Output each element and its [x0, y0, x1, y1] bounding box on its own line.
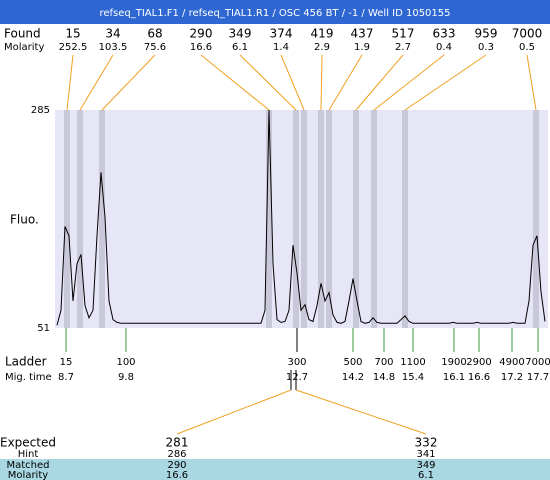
matched-label: Matched	[6, 460, 49, 471]
ladder-size: 100	[116, 357, 135, 368]
found-molarity-label: Molarity	[4, 42, 44, 53]
peak-leader	[79, 54, 114, 111]
found-size: 437	[351, 27, 374, 41]
found-molarity: 1.4	[273, 42, 289, 53]
found-molarity: 75.6	[144, 42, 166, 53]
found-molarity: 2.9	[314, 42, 330, 53]
mig-time: 16.6	[468, 372, 490, 383]
expected-size: 332	[415, 436, 438, 450]
peak-band	[353, 110, 359, 328]
found-size: 290	[190, 27, 213, 41]
found-size: 34	[105, 27, 120, 41]
mig-time: 16.1	[443, 372, 465, 383]
expected-connector	[176, 389, 292, 435]
found-molarity: 1.9	[354, 42, 370, 53]
expected-size: 281	[166, 436, 189, 450]
peak-leader	[280, 54, 305, 111]
expected-label: Expected	[0, 436, 56, 450]
peak-band	[326, 110, 332, 328]
found-size: 374	[270, 27, 293, 41]
peak-band	[99, 110, 105, 328]
mig-time: 17.7	[527, 372, 549, 383]
found-label: Found	[4, 27, 41, 41]
y-tick-label: 285	[31, 105, 50, 116]
y-axis-label: Fluo.	[10, 213, 39, 227]
ladder-size: 1900	[441, 357, 466, 368]
ladder-label: Ladder	[5, 355, 47, 369]
ladder-size: 1100	[400, 357, 425, 368]
ladder-size: 7000	[525, 357, 550, 368]
peak-leader	[373, 54, 445, 111]
peak-leader	[320, 54, 323, 111]
found-molarity: 0.4	[436, 42, 452, 53]
peak-band	[77, 110, 83, 328]
mig-time: 17.2	[501, 372, 523, 383]
found-size: 68	[147, 27, 162, 41]
hint-label: Hint	[18, 449, 39, 460]
mig-time: 14.2	[342, 372, 364, 383]
peak-leader	[200, 54, 270, 111]
hint-size: 286	[167, 449, 186, 460]
ladder-size: 2900	[466, 357, 491, 368]
peak-band	[402, 110, 408, 328]
found-molarity: 6.1	[232, 42, 248, 53]
expected-connector	[295, 389, 427, 435]
peak-leader	[66, 54, 74, 111]
peak-band	[64, 110, 70, 328]
found-molarity: 252.5	[59, 42, 88, 53]
chart-title: refseq_TIAL1.F1 / refseq_TIAL1.R1 / OSC …	[99, 8, 450, 19]
mig-time: 15.4	[402, 372, 424, 383]
found-molarity: 2.7	[395, 42, 411, 53]
hint-size: 341	[416, 449, 435, 460]
peak-band	[266, 110, 272, 328]
found-size: 633	[433, 27, 456, 41]
peak-band	[533, 110, 539, 328]
matched-molarity: 6.1	[418, 470, 434, 480]
ladder-size: 15	[60, 357, 73, 368]
ladder-size: 4900	[499, 357, 524, 368]
matched-molarity: 16.6	[166, 470, 188, 480]
mig-time: 14.8	[373, 372, 395, 383]
found-size: 959	[475, 27, 498, 41]
mig-time: 8.7	[58, 372, 74, 383]
peak-leader	[328, 54, 363, 111]
found-molarity: 103.5	[99, 42, 128, 53]
ladder-size: 500	[343, 357, 362, 368]
ladder-size: 700	[374, 357, 393, 368]
trace	[56, 109, 546, 326]
peak-leader	[239, 54, 297, 111]
found-size: 7000	[512, 27, 543, 41]
peak-band	[301, 110, 307, 328]
peak-leader	[404, 54, 487, 111]
expected-molarity-label: Molarity	[8, 470, 48, 480]
matched-size: 349	[416, 460, 435, 471]
peak-band	[293, 110, 299, 328]
peak-leader	[355, 54, 404, 111]
peak-band	[318, 110, 324, 328]
found-molarity: 16.6	[190, 42, 212, 53]
found-molarity: 0.3	[478, 42, 494, 53]
found-size: 517	[392, 27, 415, 41]
mig-time: 9.8	[118, 372, 134, 383]
mig-time-label: Mig. time	[5, 372, 52, 383]
found-molarity: 0.5	[519, 42, 535, 53]
matched-size: 290	[167, 460, 186, 471]
title-bar	[0, 0, 550, 24]
peak-band	[371, 110, 377, 328]
y-tick-label: 51	[37, 323, 50, 334]
found-size: 15	[65, 27, 80, 41]
mig-time: 12.7	[286, 372, 308, 383]
peak-leader	[526, 54, 537, 111]
peak-leader	[101, 54, 156, 111]
found-size: 419	[311, 27, 334, 41]
ladder-size: 300	[287, 357, 306, 368]
found-size: 349	[229, 27, 252, 41]
matched-highlight	[0, 459, 550, 480]
